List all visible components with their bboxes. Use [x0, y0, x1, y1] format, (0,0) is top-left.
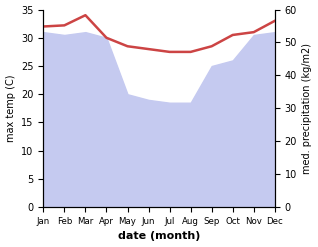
Y-axis label: med. precipitation (kg/m2): med. precipitation (kg/m2) — [302, 43, 313, 174]
X-axis label: date (month): date (month) — [118, 231, 200, 242]
Y-axis label: max temp (C): max temp (C) — [5, 75, 16, 142]
